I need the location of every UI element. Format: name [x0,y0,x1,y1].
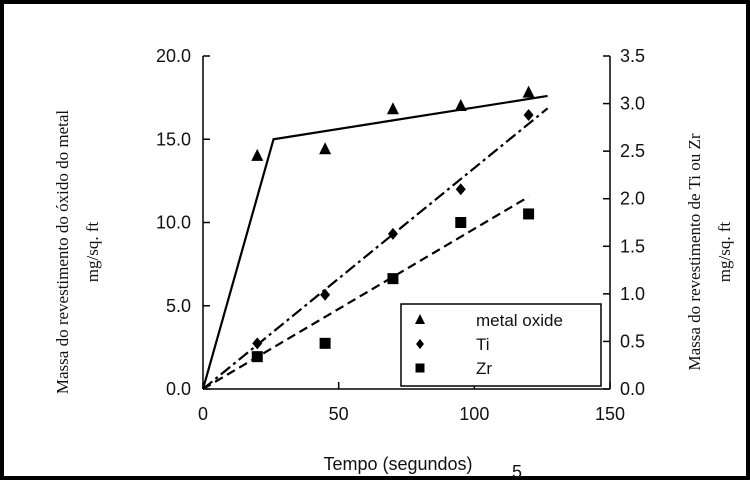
legend-ti-marker [416,339,424,349]
x-tick-label: 100 [459,404,489,424]
metal-oxide-point [386,102,399,115]
x-tick-label: 0 [198,404,208,424]
x-tick-label: 150 [595,404,625,424]
ti-point [387,227,398,240]
y-right-tick-label: 2.5 [620,141,645,161]
y-left-axis-label: Massa do revestimento do óxido do metal … [53,110,102,395]
y-right-label-line-1: Massa do revestimento de Ti ou Zr [685,133,704,370]
y-left-tick-label: 15.0 [156,129,191,149]
y-left-tick-label: 20.0 [156,46,191,66]
legend-box [400,303,602,387]
y-right-tick-label: 0.0 [620,379,645,399]
y-right-label-line-2: mg/sq. ft [715,222,734,283]
ti-point [320,288,331,301]
y-right-tick-label: 2.0 [620,189,645,209]
metal-oxide-point [522,85,535,98]
legend-zr-marker [415,363,425,373]
zr-point [523,208,535,220]
zr-point [455,217,467,228]
y-left-tick-label: 10.0 [156,213,191,233]
legend: metal oxide Ti Zr [400,303,602,387]
zr-point [251,351,263,363]
y-right-axis-label: Massa do revestimento de Ti ou Zr mg/sq.… [685,133,734,370]
y-right-tick-label: 1.0 [620,284,645,304]
y-left-label-line-2: mg/sq. ft [83,222,102,283]
stray-mark: 5 [512,462,522,482]
zr-point [387,273,399,285]
y-left-label-line-1: Massa do revestimento do óxido do metal [53,110,72,395]
legend-zr-label: Zr [476,359,492,378]
ti-point [523,108,534,121]
metal-oxide-point [251,148,264,161]
plot-area: 0.0 5.0 10.0 15.0 20.0 0.0 0.5 1.0 1.5 2.0 2.5 3.0 3… [156,46,645,424]
metal-oxide-point [319,142,332,155]
y-right-tick-label: 3.0 [620,94,645,114]
y-left-tick-label: 5.0 [166,296,191,316]
legend-ti-label: Ti [476,335,490,354]
y-left-tick-label: 0.0 [166,379,191,399]
metal-oxide-point [454,98,467,111]
x-tick-label: 50 [329,404,349,424]
ti-point [455,183,466,196]
x-axis-label: Tempo (segundos) [323,454,472,474]
legend-metal-oxide-label: metal oxide [476,311,563,330]
legend-metal-oxide-marker [415,314,425,324]
y-right-tick-label: 1.5 [620,236,645,256]
y-right-tick-label: 0.5 [620,331,645,351]
y-right-tick-label: 3.5 [620,46,645,66]
ti-point [252,337,263,350]
zr-point [319,337,331,349]
